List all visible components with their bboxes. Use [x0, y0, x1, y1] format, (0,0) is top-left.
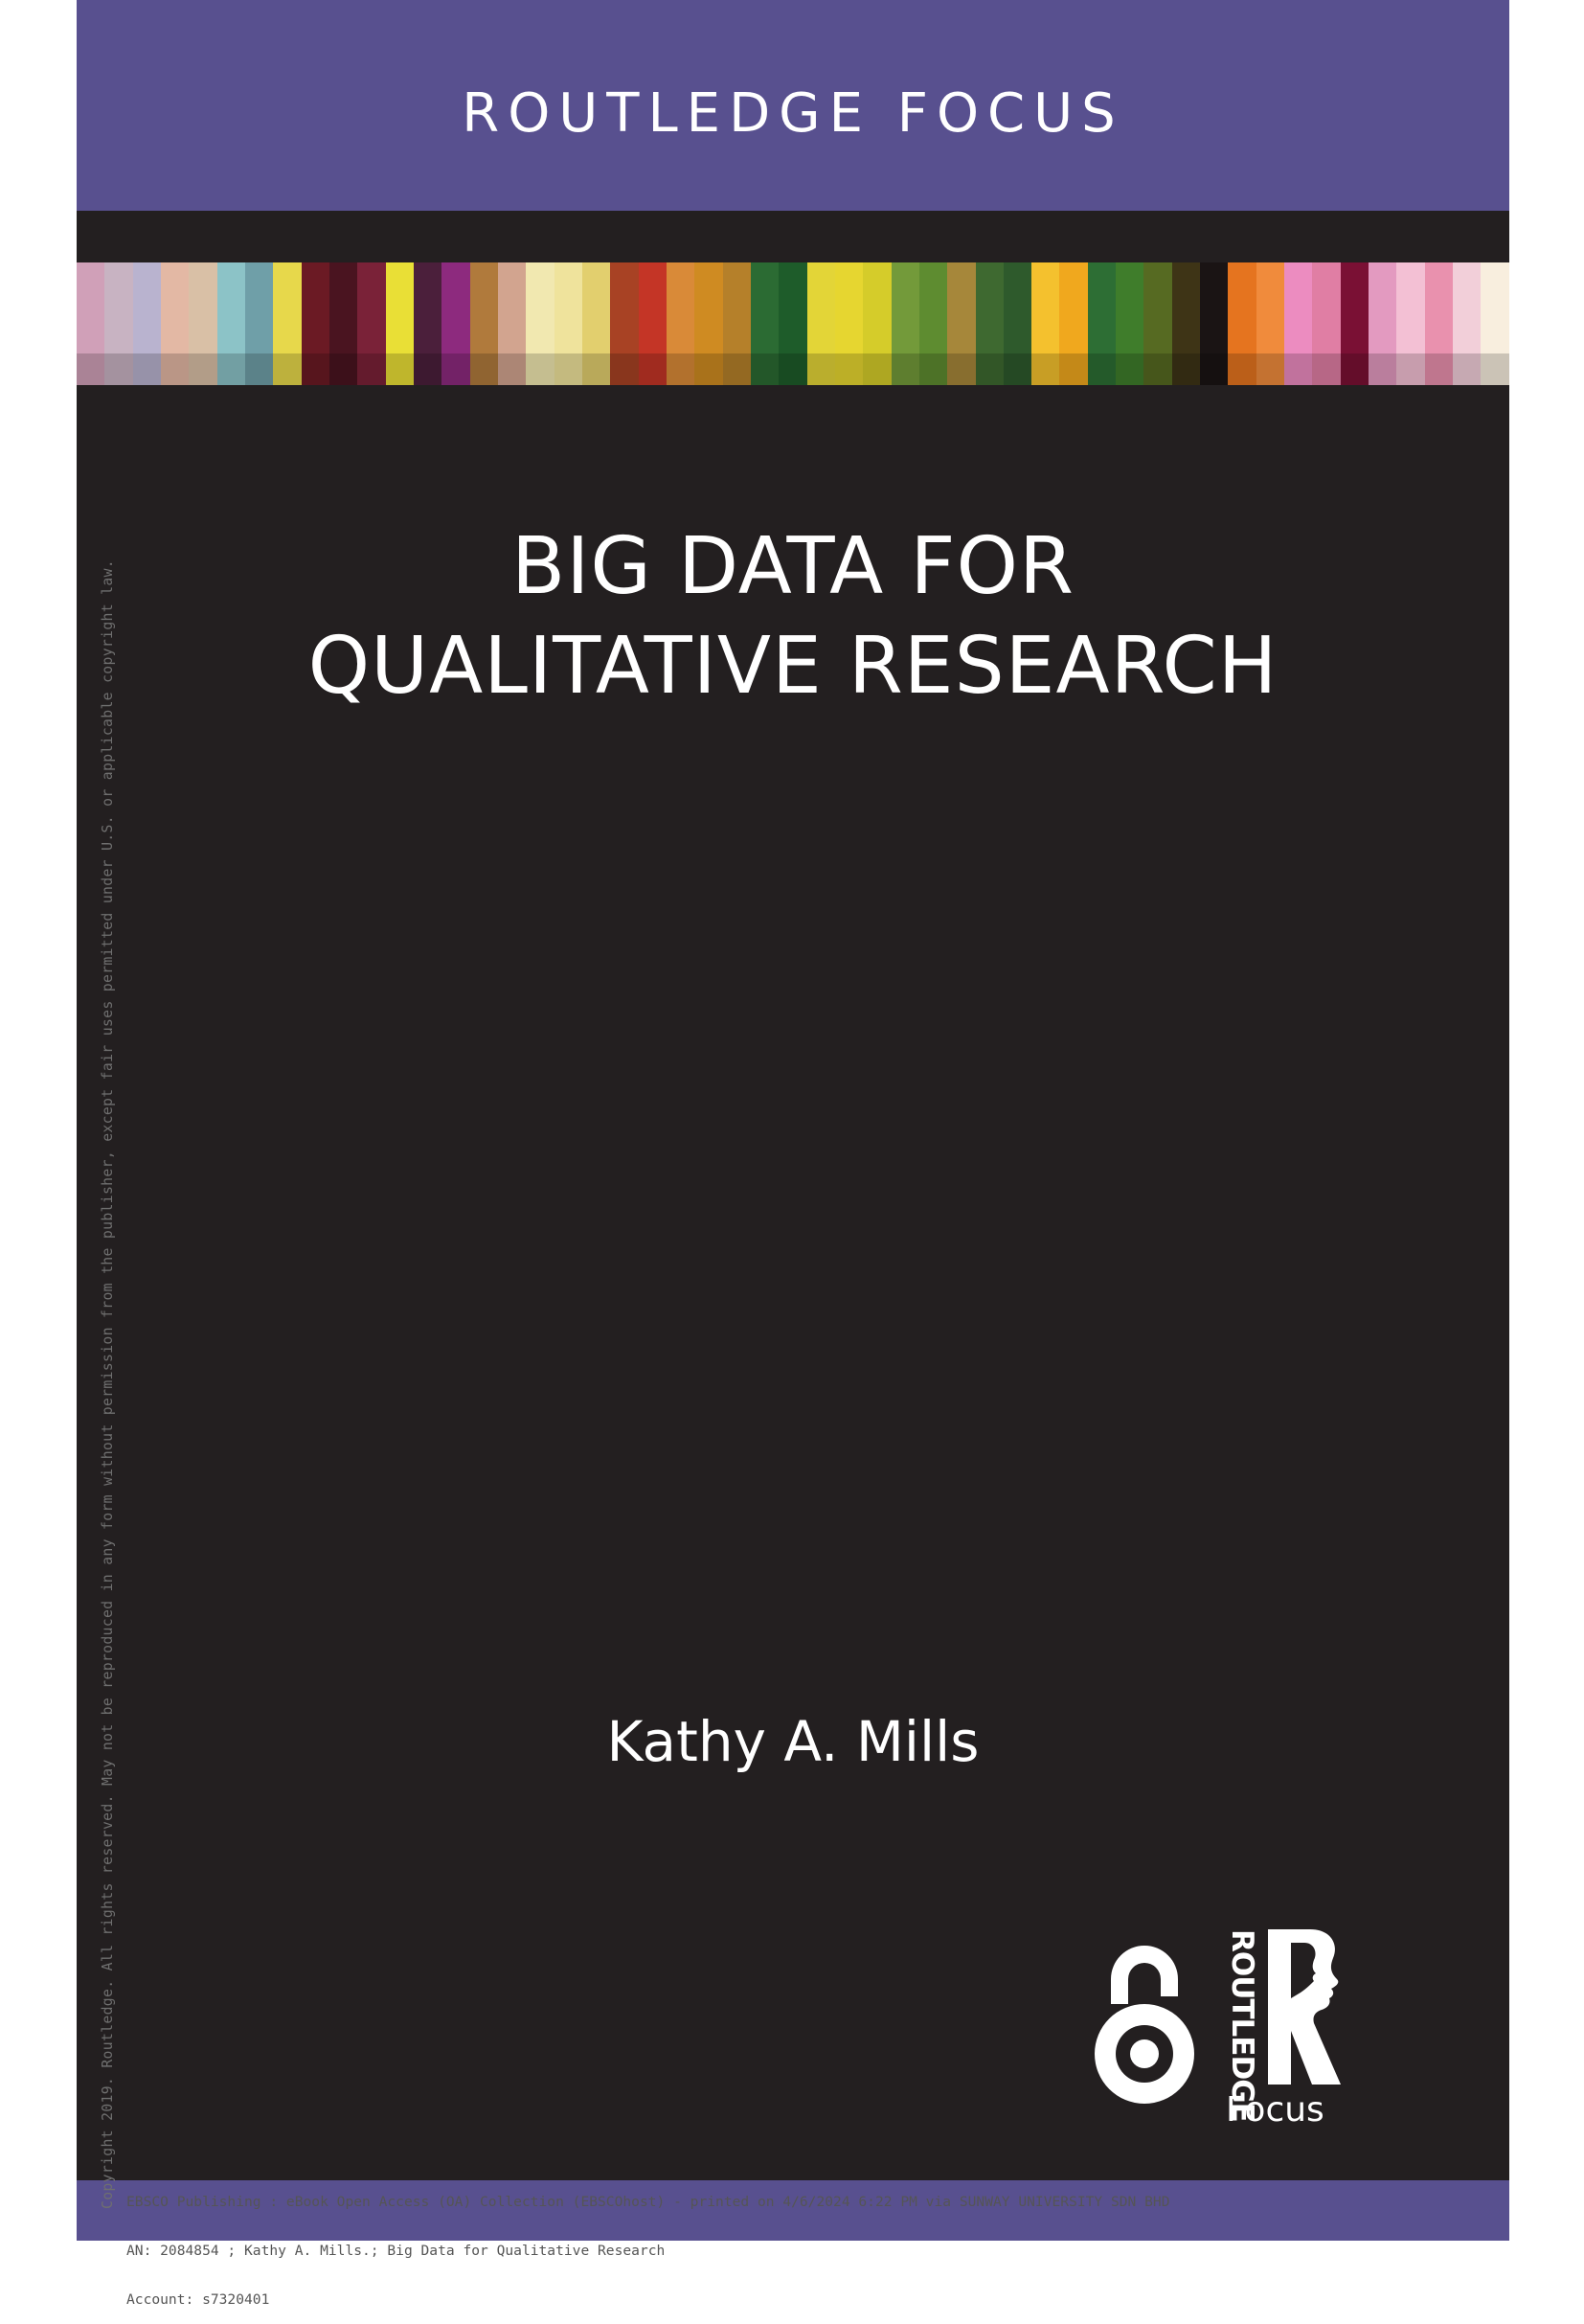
- author-name: Kathy A. Mills: [77, 1709, 1509, 1774]
- color-stripe: [161, 262, 189, 385]
- color-stripe: [1425, 262, 1453, 385]
- color-stripe: [554, 262, 582, 385]
- series-name: ROUTLEDGE FOCUS: [462, 82, 1123, 145]
- color-stripe: [77, 262, 104, 385]
- color-stripe: [526, 262, 554, 385]
- color-stripe: [414, 262, 441, 385]
- color-stripe: [1369, 262, 1396, 385]
- color-stripe: [1143, 262, 1171, 385]
- ebsco-footer: EBSCO Publishing : eBook Open Access (OA…: [126, 2161, 1170, 2324]
- color-stripe: [835, 262, 863, 385]
- color-stripe: [723, 262, 751, 385]
- color-stripe: [919, 262, 947, 385]
- color-stripe: [104, 262, 132, 385]
- publisher-logos: ROUTLEDGE Focus: [1082, 1916, 1369, 2136]
- color-stripe: [779, 262, 806, 385]
- series-band: ROUTLEDGE FOCUS: [77, 0, 1509, 211]
- color-stripe: [1059, 262, 1087, 385]
- color-stripe: [302, 262, 329, 385]
- book-cover: ROUTLEDGE FOCUS BIG DATA FOR QUALITATIVE…: [77, 0, 1509, 2241]
- publisher-series-label: Focus: [1226, 2090, 1324, 2130]
- color-stripe: [245, 262, 273, 385]
- color-stripe: [1228, 262, 1256, 385]
- color-stripe: [694, 262, 722, 385]
- color-stripe: [1341, 262, 1369, 385]
- color-stripe: [273, 262, 301, 385]
- color-stripe: [1200, 262, 1228, 385]
- color-stripe: [1031, 262, 1059, 385]
- color-stripe-bar: [77, 262, 1509, 385]
- color-stripe: [217, 262, 245, 385]
- color-stripe: [1396, 262, 1424, 385]
- color-stripe: [133, 262, 161, 385]
- color-stripe: [667, 262, 694, 385]
- footer-line-2: AN: 2084854 ; Kathy A. Mills.; Big Data …: [126, 2243, 1170, 2259]
- color-stripe: [807, 262, 835, 385]
- color-stripe: [386, 262, 414, 385]
- color-stripe: [357, 262, 385, 385]
- color-stripe: [976, 262, 1004, 385]
- footer-line-3: Account: s7320401: [126, 2291, 1170, 2308]
- color-stripe: [470, 262, 498, 385]
- color-stripe: [1284, 262, 1312, 385]
- footer-line-1: EBSCO Publishing : eBook Open Access (OA…: [126, 2194, 1170, 2210]
- color-stripe: [610, 262, 638, 385]
- color-stripe: [189, 262, 216, 385]
- book-title-line-1: BIG DATA FOR: [77, 517, 1509, 617]
- color-stripe: [947, 262, 975, 385]
- open-access-icon: [1082, 1929, 1207, 2121]
- book-title: BIG DATA FOR QUALITATIVE RESEARCH: [77, 517, 1509, 717]
- color-stripe: [892, 262, 919, 385]
- color-stripe: [1004, 262, 1031, 385]
- color-stripe: [1481, 262, 1508, 385]
- color-stripe: [1172, 262, 1200, 385]
- color-stripe: [329, 262, 357, 385]
- book-title-line-2: QUALITATIVE RESEARCH: [77, 617, 1509, 717]
- color-stripe: [751, 262, 779, 385]
- copyright-notice: Copyright 2019. Routledge. All rights re…: [100, 559, 116, 2209]
- color-stripe: [498, 262, 526, 385]
- routledge-profile-icon: [1218, 1925, 1362, 2088]
- color-stripe: [1088, 262, 1116, 385]
- color-stripe: [639, 262, 667, 385]
- color-stripe: [441, 262, 469, 385]
- color-stripe: [1116, 262, 1143, 385]
- color-stripe: [1453, 262, 1481, 385]
- color-stripe: [1256, 262, 1284, 385]
- color-stripe: [1312, 262, 1340, 385]
- color-stripe: [863, 262, 891, 385]
- color-stripe: [582, 262, 610, 385]
